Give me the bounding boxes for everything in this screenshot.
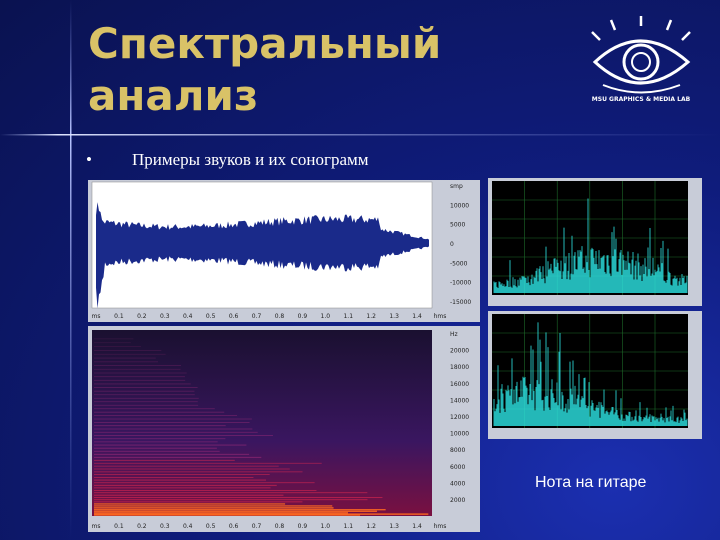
x-tick-label: 0.6 xyxy=(229,313,239,320)
y-tick-label: 18000 xyxy=(450,364,469,371)
title-line: анализ xyxy=(88,71,259,120)
y-tick-label: smp xyxy=(450,183,463,190)
x-tick-label: 0.4 xyxy=(183,523,193,530)
x-tick-label: 0.3 xyxy=(160,523,170,530)
x-tick-label: 0.4 xyxy=(183,313,193,320)
logo-text: MSU GRAPHICS & MEDIA LAB xyxy=(592,96,691,103)
decor-line xyxy=(0,134,720,136)
x-tick-label: 0.2 xyxy=(137,523,147,530)
title-line: Спектральный xyxy=(88,19,442,68)
x-tick-label: 1.4 xyxy=(412,523,422,530)
logo xyxy=(591,16,691,94)
x-tick-label: 1.2 xyxy=(366,313,376,320)
x-tick-label: 0.1 xyxy=(114,313,124,320)
y-tick-label: 10000 xyxy=(450,202,469,209)
caption: Нота на гитаре xyxy=(535,474,647,491)
y-tick-label: 8000 xyxy=(450,447,465,454)
x-tick-label: 1.0 xyxy=(321,523,331,530)
y-tick-label: 12000 xyxy=(450,414,469,421)
spectrum xyxy=(493,198,688,293)
x-tick-label: 1.3 xyxy=(389,523,399,530)
x-tick-label: 0.9 xyxy=(298,313,308,320)
x-tick-label: 0.6 xyxy=(229,523,239,530)
y-tick-label: 2000 xyxy=(450,497,465,504)
bullet-text: Примеры звуков и их сонограмм xyxy=(132,150,369,169)
y-tick-label: -15000 xyxy=(450,299,471,306)
spectrogram-lines xyxy=(94,338,429,516)
x-tick-label: 0.9 xyxy=(298,523,308,530)
y-tick-label: Hz xyxy=(450,331,458,338)
y-tick-label: 0 xyxy=(450,241,454,248)
bullet-dot: • xyxy=(86,150,92,169)
waveform xyxy=(96,202,429,309)
x-tick-label: 0.2 xyxy=(137,313,147,320)
y-tick-label: -5000 xyxy=(450,260,468,267)
x-tick-label: 1.1 xyxy=(343,313,353,320)
x-tick-label: 0.7 xyxy=(252,313,262,320)
x-tick-label: 0.8 xyxy=(275,523,285,530)
x-tick-label: 1.4 xyxy=(412,313,422,320)
y-tick-label: 10000 xyxy=(450,431,469,438)
x-tick-label: 0.7 xyxy=(252,523,262,530)
y-tick-label: -10000 xyxy=(450,280,471,287)
decor-line xyxy=(70,0,72,540)
x-tick-label: 1.0 xyxy=(321,313,331,320)
x-tick-label: hms xyxy=(434,313,447,320)
spectrum xyxy=(493,322,688,426)
y-tick-label: 6000 xyxy=(450,464,465,471)
title: Спектральный анализ xyxy=(88,18,441,122)
y-tick-label: 14000 xyxy=(450,397,469,404)
y-tick-label: 20000 xyxy=(450,348,469,355)
y-tick-label: 4000 xyxy=(450,480,465,487)
x-tick-label: 1.1 xyxy=(343,523,353,530)
x-tick-label: 0.3 xyxy=(160,313,170,320)
spectra xyxy=(492,181,688,428)
x-tick-label: hms xyxy=(434,523,447,530)
y-tick-label: 16000 xyxy=(450,381,469,388)
x-tick-label: 0.8 xyxy=(275,313,285,320)
x-tick-label: 0.1 xyxy=(114,523,124,530)
x-tick-label: ms xyxy=(92,523,101,530)
x-tick-label: 1.3 xyxy=(389,313,399,320)
x-tick-label: ms xyxy=(92,313,101,320)
x-tick-label: 1.2 xyxy=(366,523,376,530)
x-tick-label: 0.5 xyxy=(206,313,216,320)
x-tick-label: 0.5 xyxy=(206,523,216,530)
y-tick-label: 5000 xyxy=(450,222,465,229)
